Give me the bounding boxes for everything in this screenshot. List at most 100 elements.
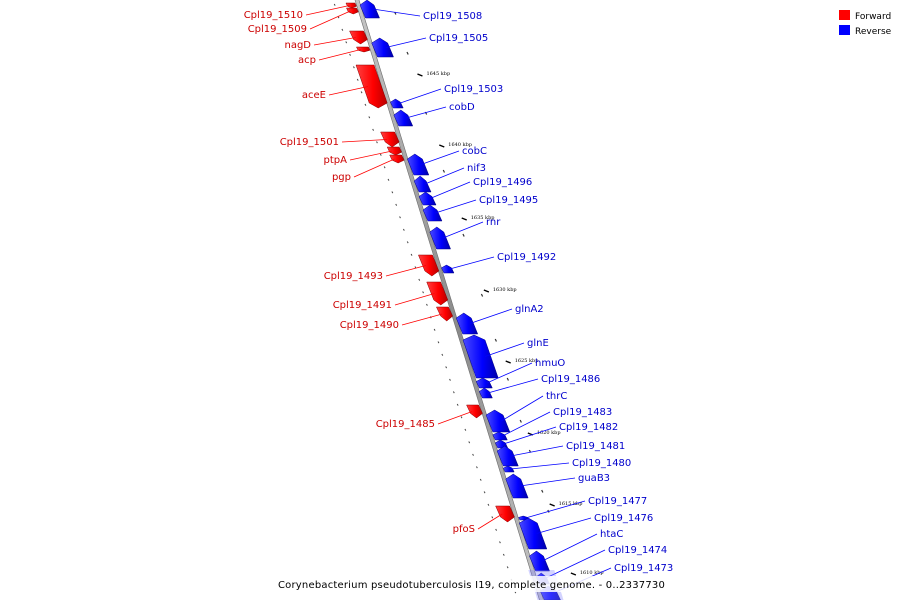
gene-label[interactable]: Cpl19_1485 (376, 419, 435, 430)
gene-pfoS[interactable] (495, 505, 515, 523)
gene-label[interactable]: aceE (302, 90, 326, 101)
gene-label[interactable]: Cpl19_1483 (553, 407, 612, 418)
gene-label[interactable]: pgp (332, 172, 351, 183)
scale-dot (437, 341, 440, 344)
gene-hmuO[interactable] (475, 377, 493, 389)
gene-label[interactable]: Cpl19_1493 (324, 271, 383, 282)
scale-dot (353, 66, 355, 69)
gene-label[interactable]: Cpl19_1508 (423, 11, 482, 22)
gene-label[interactable]: Cpl19_1510 (244, 10, 303, 21)
gene-label[interactable]: Cpl19_1480 (572, 458, 631, 469)
gene-Cpl19_1510[interactable] (345, 2, 357, 9)
gene-label[interactable]: glnE (527, 338, 549, 349)
gene-leader-line (313, 37, 356, 46)
gene-label[interactable]: Cpl19_1492 (497, 252, 556, 263)
gene-Cpl19_1509[interactable] (346, 7, 359, 15)
gene-leader-line (503, 426, 557, 445)
gene-label[interactable]: Cpl19_1503 (444, 84, 503, 95)
scale-dot (379, 153, 382, 156)
gene-Cpl19_1493[interactable] (418, 254, 440, 277)
gene-pgp[interactable] (389, 154, 405, 164)
gene-label[interactable]: rnr (486, 217, 501, 228)
kbp-label: 1635 kbp (471, 215, 495, 221)
gene-Cpl19_1503[interactable] (390, 98, 404, 109)
gene-label[interactable]: Cpl19_1505 (429, 33, 488, 44)
legend-swatch (839, 10, 850, 20)
minor-tick (462, 233, 465, 237)
kbp-label: 1645 kbp (426, 71, 450, 77)
gene-label[interactable]: Cpl19_1481 (566, 441, 625, 452)
gene-label[interactable]: Cpl19_1476 (594, 513, 653, 524)
gene-label[interactable]: Cpl19_1496 (473, 177, 532, 188)
gene-label[interactable]: Cpl19_1473 (614, 563, 673, 574)
gene-nif3[interactable] (413, 175, 432, 193)
gene-leader-line (525, 500, 586, 519)
gene-label[interactable]: acp (298, 55, 316, 66)
gene-label[interactable]: hmuO (535, 358, 565, 369)
gene-leader-line (536, 517, 592, 534)
gene-cobD[interactable] (393, 109, 414, 127)
gene-leader-line (449, 256, 495, 270)
gene-Cpl19_1490[interactable] (436, 306, 454, 322)
gene-Cpl19_1495[interactable] (422, 204, 443, 222)
gene-leader-line (484, 342, 525, 357)
gene-leader-line (349, 150, 393, 161)
gene-ptpA[interactable] (386, 146, 402, 156)
gene-Cpl19_1501[interactable] (380, 131, 400, 148)
gene-glnA2[interactable] (455, 312, 479, 335)
gene-label[interactable]: nagD (284, 40, 311, 51)
gene-Cpl19_1485[interactable] (466, 404, 483, 419)
gene-leader-line (372, 8, 421, 17)
gene-cobC[interactable] (407, 153, 430, 176)
gene-Cpl19_1480[interactable] (502, 465, 515, 473)
gene-label[interactable]: Cpl19_1509 (248, 24, 307, 35)
gene-leader-line (385, 265, 426, 277)
gene-Cpl19_1491[interactable] (426, 281, 449, 306)
gene-nagD[interactable] (349, 30, 368, 45)
gene-label[interactable]: pfoS (453, 524, 475, 535)
gene-label[interactable]: Cpl19_1477 (588, 496, 647, 507)
gene-label[interactable]: Cpl19_1491 (333, 300, 392, 311)
gene-label[interactable]: Cpl19_1482 (559, 422, 618, 433)
scale-dot (495, 528, 498, 531)
scale-dot (372, 128, 375, 131)
scale-dot (410, 253, 413, 256)
gene-label[interactable]: glnA2 (515, 304, 544, 315)
gene-aceE[interactable] (355, 64, 388, 109)
gene-label[interactable]: ptpA (324, 155, 348, 166)
gene-glnE[interactable] (462, 334, 499, 379)
scale-dot (406, 241, 409, 244)
gene-leader-line (437, 411, 473, 425)
gene-acp[interactable] (356, 46, 371, 53)
gene-htaC[interactable] (529, 550, 550, 572)
gene-label[interactable]: Cpl19_1486 (541, 374, 600, 385)
gene-label[interactable]: cobD (449, 102, 475, 113)
gene-label[interactable]: guaB3 (578, 473, 610, 484)
gene-rnr[interactable] (429, 226, 451, 250)
legend-label: Forward (855, 12, 891, 22)
gene-label[interactable]: cobC (462, 146, 487, 157)
gene-Cpl19_1505[interactable] (371, 37, 394, 58)
gene-label[interactable]: Cpl19_1490 (340, 320, 399, 331)
gene-label[interactable]: thrC (546, 391, 567, 402)
gene-thrC[interactable] (485, 409, 511, 433)
gene-label[interactable]: Cpl19_1501 (280, 137, 339, 148)
gene-leader-line (510, 462, 570, 470)
gene-Cpl19_1476[interactable] (518, 517, 548, 550)
gene-label[interactable]: Cpl19_1474 (608, 545, 667, 556)
gene-label[interactable]: htaC (600, 529, 623, 540)
minor-tick (506, 377, 509, 381)
gene-label[interactable]: nif3 (467, 163, 486, 174)
gene-leader-line (309, 10, 351, 30)
gene-label[interactable]: Cpl19_1495 (479, 195, 538, 206)
legend-swatch (839, 25, 850, 35)
caption-background (276, 576, 624, 592)
kbp-tick (417, 73, 423, 77)
gene-Cpl19_1508[interactable] (359, 0, 380, 19)
gene-Cpl19_1492[interactable] (441, 264, 455, 274)
gene-Cpl19_1483[interactable] (492, 431, 508, 441)
gene-Cpl19_1486[interactable] (478, 387, 493, 399)
gene-Cpl19_1496[interactable] (418, 191, 437, 206)
gene-Cpl19_1481[interactable] (496, 445, 519, 467)
gene-guaB3[interactable] (505, 473, 529, 499)
